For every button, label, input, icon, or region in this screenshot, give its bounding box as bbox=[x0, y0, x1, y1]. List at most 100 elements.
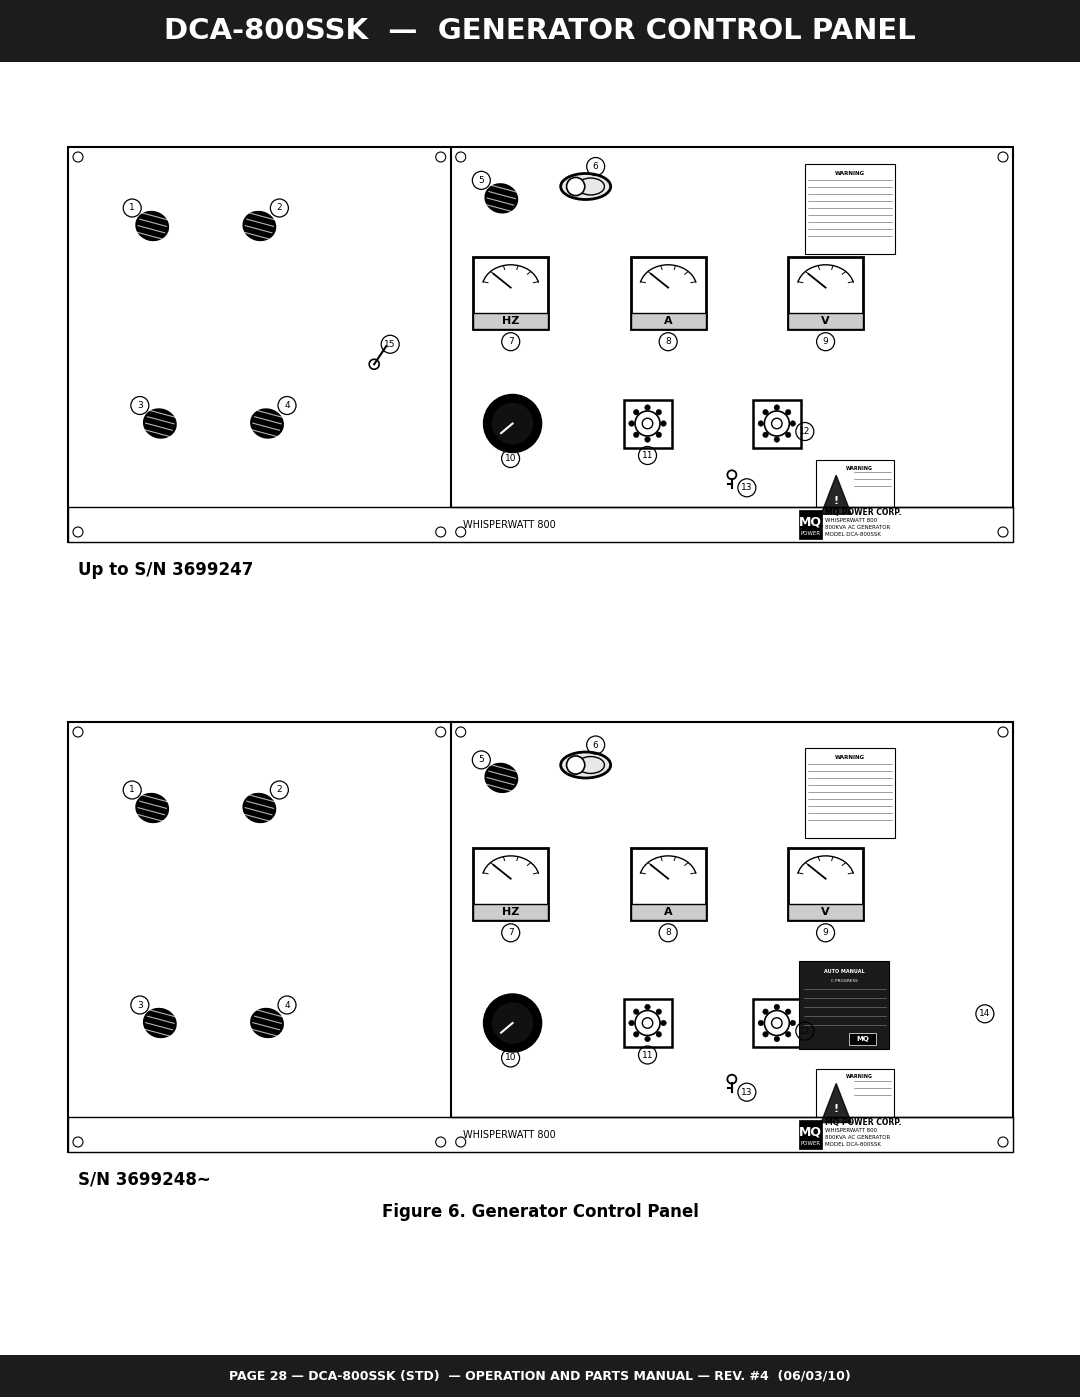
Text: WARNING: WARNING bbox=[835, 756, 865, 760]
Text: 5: 5 bbox=[478, 756, 484, 764]
Text: 11: 11 bbox=[642, 451, 653, 460]
Text: 2: 2 bbox=[276, 785, 282, 795]
Text: Figure 6. Generator Control Panel: Figure 6. Generator Control Panel bbox=[381, 1203, 699, 1221]
Ellipse shape bbox=[561, 752, 610, 778]
Text: 7: 7 bbox=[508, 337, 514, 346]
Circle shape bbox=[645, 437, 650, 443]
Circle shape bbox=[758, 1020, 764, 1025]
Text: 1: 1 bbox=[130, 204, 135, 212]
Bar bbox=[753, 400, 801, 447]
Ellipse shape bbox=[144, 1009, 176, 1037]
Bar bbox=[68, 1118, 1013, 1153]
Text: 1: 1 bbox=[130, 785, 135, 795]
Bar bbox=[631, 313, 705, 328]
Bar bbox=[788, 904, 863, 919]
Circle shape bbox=[774, 1004, 780, 1010]
Text: 12: 12 bbox=[799, 1027, 810, 1035]
Polygon shape bbox=[821, 475, 851, 514]
Text: A: A bbox=[664, 907, 673, 916]
Text: 9: 9 bbox=[823, 337, 828, 346]
Bar bbox=[788, 313, 863, 328]
Text: 4: 4 bbox=[284, 1000, 289, 1010]
Text: MQ POWER CORP.: MQ POWER CORP. bbox=[824, 1118, 901, 1127]
Circle shape bbox=[656, 432, 662, 437]
Circle shape bbox=[492, 404, 532, 443]
Bar bbox=[816, 1069, 894, 1130]
Text: 2: 2 bbox=[276, 204, 282, 212]
Circle shape bbox=[634, 1031, 639, 1037]
Text: 12: 12 bbox=[799, 427, 810, 436]
Text: WARNING: WARNING bbox=[846, 467, 873, 471]
Circle shape bbox=[791, 1020, 796, 1025]
Circle shape bbox=[762, 432, 768, 437]
Text: 8: 8 bbox=[665, 337, 671, 346]
Text: WHISPERWATT 800: WHISPERWATT 800 bbox=[462, 1130, 555, 1140]
Text: 3: 3 bbox=[137, 401, 143, 409]
Text: PAGE 28 — DCA-800SSK (STD)  — OPERATION AND PARTS MANUAL — REV. #4  (06/03/10): PAGE 28 — DCA-800SSK (STD) — OPERATION A… bbox=[229, 1369, 851, 1383]
Bar bbox=[753, 999, 801, 1046]
Text: MQ: MQ bbox=[799, 515, 822, 528]
Circle shape bbox=[791, 420, 796, 426]
Bar bbox=[631, 904, 705, 919]
Text: 6: 6 bbox=[593, 162, 598, 170]
Ellipse shape bbox=[144, 409, 176, 437]
Bar bbox=[0, 0, 1080, 61]
Circle shape bbox=[629, 1020, 634, 1025]
Text: V: V bbox=[821, 907, 829, 916]
Text: 11: 11 bbox=[642, 1051, 653, 1059]
Ellipse shape bbox=[252, 1009, 283, 1037]
Polygon shape bbox=[821, 1084, 851, 1123]
Text: WHISPERWATT 800: WHISPERWATT 800 bbox=[824, 518, 877, 522]
Circle shape bbox=[656, 1031, 662, 1037]
Circle shape bbox=[758, 420, 764, 426]
Text: WARNING: WARNING bbox=[846, 1074, 873, 1080]
Text: AUTO MANUAL: AUTO MANUAL bbox=[824, 968, 865, 974]
Text: WARNING: WARNING bbox=[835, 170, 865, 176]
Text: POWER: POWER bbox=[800, 1141, 821, 1147]
Bar bbox=[473, 257, 549, 328]
Circle shape bbox=[567, 756, 584, 774]
Circle shape bbox=[774, 437, 780, 443]
Text: C PROGRESS: C PROGRESS bbox=[831, 979, 858, 983]
Circle shape bbox=[645, 1037, 650, 1042]
Ellipse shape bbox=[243, 212, 275, 240]
Text: 5: 5 bbox=[478, 176, 484, 184]
Text: WHISPERWATT 800: WHISPERWATT 800 bbox=[824, 1127, 877, 1133]
Circle shape bbox=[485, 395, 541, 451]
Circle shape bbox=[762, 1009, 768, 1014]
Text: MQ: MQ bbox=[799, 1125, 822, 1139]
Text: 10: 10 bbox=[504, 454, 516, 462]
Text: 8: 8 bbox=[665, 928, 671, 937]
Text: !: ! bbox=[834, 496, 839, 506]
Text: 7: 7 bbox=[508, 928, 514, 937]
Bar bbox=[799, 510, 823, 539]
Bar bbox=[805, 749, 895, 838]
Ellipse shape bbox=[136, 212, 168, 240]
Bar bbox=[623, 400, 672, 447]
Text: 9: 9 bbox=[823, 928, 828, 937]
Bar bbox=[473, 313, 549, 328]
Circle shape bbox=[634, 409, 639, 415]
Bar bbox=[788, 848, 863, 919]
Text: DCA-800SSK  —  GENERATOR CONTROL PANEL: DCA-800SSK — GENERATOR CONTROL PANEL bbox=[164, 17, 916, 45]
Text: A: A bbox=[664, 316, 673, 326]
Text: HZ: HZ bbox=[502, 316, 519, 326]
Circle shape bbox=[645, 1004, 650, 1010]
Bar bbox=[0, 1355, 1080, 1397]
Circle shape bbox=[645, 405, 650, 411]
Bar bbox=[631, 848, 705, 919]
Text: 800KVA AC GENERATOR: 800KVA AC GENERATOR bbox=[824, 525, 890, 529]
Text: 13: 13 bbox=[741, 483, 753, 492]
Bar bbox=[799, 1120, 823, 1148]
Circle shape bbox=[785, 409, 791, 415]
Text: HZ: HZ bbox=[502, 907, 519, 916]
Text: V: V bbox=[821, 316, 829, 326]
Text: 15: 15 bbox=[384, 339, 396, 349]
Bar bbox=[849, 1032, 876, 1045]
Ellipse shape bbox=[243, 793, 275, 823]
Circle shape bbox=[762, 409, 768, 415]
Circle shape bbox=[785, 432, 791, 437]
Bar bbox=[68, 147, 1013, 542]
Text: 4: 4 bbox=[284, 401, 289, 409]
Circle shape bbox=[634, 1009, 639, 1014]
